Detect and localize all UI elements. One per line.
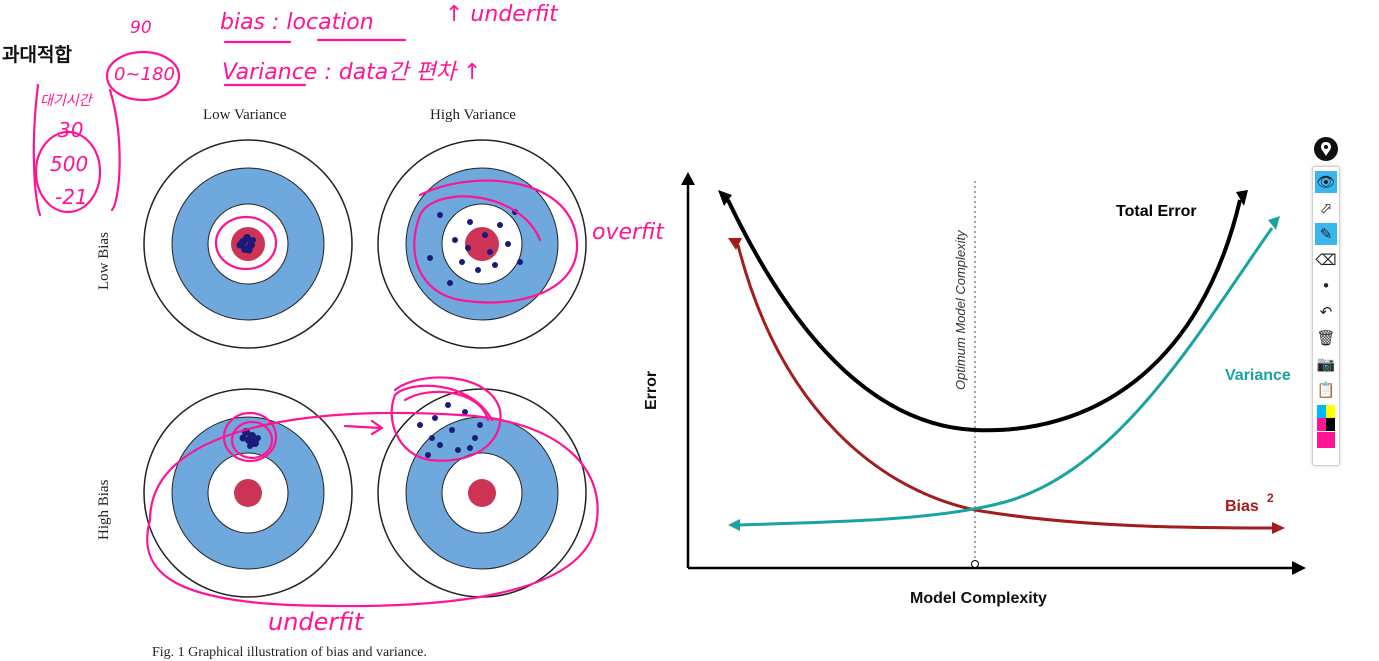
note-overfit: overfit bbox=[592, 220, 664, 245]
target-high-bias-high-variance bbox=[377, 388, 587, 598]
note-number-500: 500 bbox=[50, 152, 89, 176]
pointer-icon[interactable]: ⬀ bbox=[1319, 199, 1333, 217]
dots-cluster-tight-center bbox=[236, 234, 256, 254]
y-axis-label: Error bbox=[643, 371, 660, 410]
annotation-toolbar: 👁 ⬀ ✎ ⌫ • ↶ 🗑 📷 📋 bbox=[1312, 166, 1340, 466]
series-bias bbox=[736, 244, 1281, 530]
note-range: 0~180 bbox=[114, 64, 175, 85]
undo-icon[interactable]: ↶ bbox=[1319, 303, 1333, 321]
x-axis-label: Model Complexity bbox=[910, 590, 1047, 607]
bias-variance-targets bbox=[32, 38, 599, 608]
total-error-arrow-right bbox=[1236, 190, 1248, 206]
eraser-icon[interactable]: ⌫ bbox=[1315, 251, 1337, 269]
note-underfit-bottom: underfit bbox=[268, 608, 364, 636]
clipboard-icon[interactable]: 📋 bbox=[1316, 381, 1336, 399]
dots-cluster-top-offset bbox=[239, 428, 261, 449]
color-swatch[interactable] bbox=[1317, 405, 1326, 418]
camera-icon[interactable]: 📷 bbox=[1316, 355, 1336, 373]
note-bias: bias : location bbox=[220, 10, 374, 35]
label-variance: Variance bbox=[1225, 367, 1291, 384]
column-label-high-variance: High Variance bbox=[430, 107, 516, 123]
x-axis-arrow bbox=[1292, 561, 1306, 575]
pen-icon[interactable]: ✎ bbox=[1315, 223, 1337, 245]
dot-icon[interactable]: • bbox=[1321, 277, 1331, 295]
note-wait-label: 대기시간 bbox=[40, 93, 92, 109]
variance-arrow-left bbox=[728, 519, 740, 531]
label-total-error: Total Error bbox=[1116, 203, 1197, 220]
variance-arrow-right bbox=[1268, 216, 1280, 230]
note-variance: Variance : data간 편차 ↑ bbox=[222, 60, 482, 85]
dots-scattered-top-offset bbox=[417, 402, 483, 458]
target-low-bias-high-variance bbox=[377, 139, 587, 349]
series-total-error bbox=[726, 199, 1242, 433]
note-number-30: 30 bbox=[58, 118, 84, 142]
note-ninety: 90 bbox=[130, 18, 152, 38]
model-complexity-chart: Optimum Model Complexity Total Error Var… bbox=[643, 172, 1306, 607]
figure-caption: Fig. 1 Graphical illustration of bias an… bbox=[152, 645, 427, 660]
pin-icon[interactable] bbox=[1314, 137, 1338, 161]
color-swatch[interactable] bbox=[1326, 418, 1335, 431]
optimum-marker bbox=[971, 560, 979, 568]
bias-arrow-right bbox=[1272, 522, 1285, 534]
color-swatch[interactable] bbox=[1326, 405, 1335, 418]
bias-arrow-left bbox=[728, 238, 742, 250]
eye-icon[interactable]: 👁 bbox=[1315, 171, 1337, 193]
label-bias: Bias bbox=[1225, 498, 1259, 515]
color-swatch[interactable] bbox=[1317, 418, 1326, 431]
current-color-swatch[interactable] bbox=[1317, 432, 1335, 448]
optimum-annotation: Optimum Model Complexity bbox=[953, 229, 968, 390]
target-high-bias-low-variance bbox=[143, 388, 353, 598]
trash-icon[interactable]: 🗑 bbox=[1316, 329, 1336, 347]
series-variance bbox=[734, 227, 1274, 527]
label-bias-superscript: 2 bbox=[1267, 491, 1274, 505]
handwriting-ink bbox=[32, 38, 599, 608]
y-axis-arrow bbox=[681, 172, 695, 185]
total-error-arrow-left bbox=[718, 190, 732, 206]
note-number-21: -21 bbox=[55, 185, 88, 209]
column-label-low-variance: Low Variance bbox=[203, 107, 287, 123]
note-underfit-top: ↑ underfit bbox=[445, 2, 558, 27]
page-heading: 과대적합 bbox=[2, 44, 72, 66]
